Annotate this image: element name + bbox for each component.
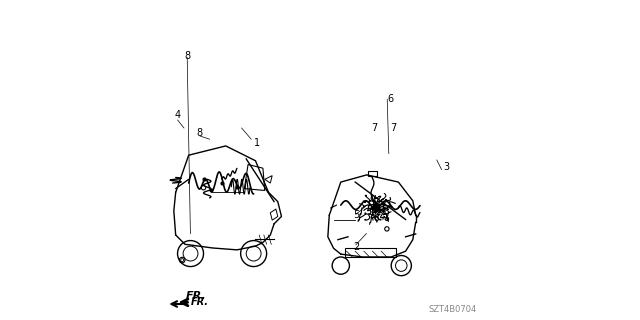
Text: 5: 5 <box>354 210 360 220</box>
Text: 1: 1 <box>254 138 260 148</box>
Bar <box>345 248 396 257</box>
Text: 4: 4 <box>174 110 180 120</box>
FancyArrowPatch shape <box>181 299 188 306</box>
Text: 3: 3 <box>443 162 449 172</box>
Text: 8: 8 <box>184 51 190 61</box>
Text: 7: 7 <box>390 123 397 133</box>
Text: 8: 8 <box>197 128 203 138</box>
Text: 6: 6 <box>387 94 394 104</box>
Text: 7: 7 <box>371 123 378 133</box>
Text: 2: 2 <box>354 242 360 252</box>
Text: SZT4B0704: SZT4B0704 <box>429 305 477 314</box>
Bar <box>368 171 377 176</box>
Text: FR.: FR. <box>191 297 209 308</box>
Text: FR.: FR. <box>186 291 206 301</box>
